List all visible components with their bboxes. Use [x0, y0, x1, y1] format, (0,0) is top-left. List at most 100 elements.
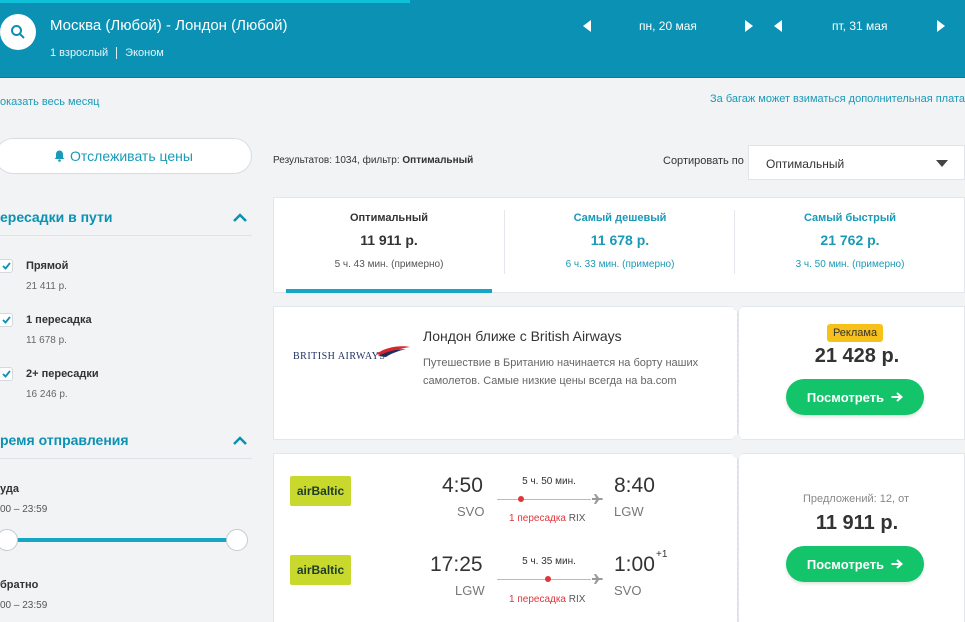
flight-view-button-label: Посмотреть — [806, 556, 885, 572]
show-month-link[interactable]: оказать весь месяц — [0, 96, 100, 108]
search-icon — [11, 25, 25, 39]
route-title[interactable]: Москва (Любой) - Лондон (Любой) — [50, 17, 288, 34]
sort-label: Сортировать по — [663, 155, 744, 167]
stops-one-checkbox[interactable] — [0, 313, 13, 327]
tab-fastest-label: Самый быстрый — [803, 212, 897, 224]
outbound-stops: 1 пересадка RIX — [509, 513, 585, 524]
tab-optimal[interactable]: Оптимальный 11 911 р. 5 ч. 43 мин. (прим… — [274, 198, 504, 293]
outbound-time-slider[interactable] — [0, 538, 236, 542]
plane-icon — [592, 574, 603, 584]
ad-card-main[interactable] — [273, 306, 738, 440]
outbound-route-line — [497, 499, 591, 500]
flight-card-main[interactable] — [273, 453, 738, 622]
day-shift-badge: +1 — [656, 549, 668, 560]
active-tab-indicator — [286, 289, 492, 293]
tab-cheapest[interactable]: Самый дешевый 11 678 р. 6 ч. 33 мин. (пр… — [505, 198, 735, 293]
tab-optimal-label: Оптимальный — [349, 212, 428, 224]
ad-title[interactable]: Лондон ближе с British Airways — [423, 328, 622, 344]
outbound-arrival-airport: LGW — [614, 504, 644, 519]
stops-two-plus-checkbox[interactable] — [0, 367, 13, 381]
outbound-via-airport: RIX — [568, 513, 586, 524]
stops-direct-checkbox[interactable] — [0, 259, 13, 273]
return-route-line — [497, 579, 591, 580]
passengers-count: 1 взрослый — [50, 47, 109, 59]
sort-dropdown-value: Оптимальный — [766, 157, 845, 171]
return-time-range: 00 – 23:59 — [0, 600, 48, 611]
divider — [0, 235, 252, 236]
tab-optimal-duration: 5 ч. 43 мин. (примерно) — [334, 259, 444, 270]
tab-fastest-price: 21 762 р. — [820, 232, 880, 248]
tab-fastest[interactable]: Самый быстрый 21 762 р. 3 ч. 50 мин. (пр… — [735, 198, 965, 293]
outbound-departure-airport: SVO — [457, 504, 485, 519]
date-back[interactable]: пт, 31 мая — [832, 19, 888, 33]
checkmark-icon — [1, 316, 11, 324]
stops-filter-title[interactable]: ересадки в пути — [0, 209, 113, 225]
flight-card-price-panel — [738, 453, 965, 622]
british-airways-logo: BRITISH AIRWAYS — [293, 345, 413, 365]
tab-fastest-duration: 3 ч. 50 мин. (примерно) — [795, 259, 905, 270]
ticket-notch — [732, 435, 742, 445]
return-stops-count: 1 пересадка — [509, 594, 566, 605]
outbound-departure-time: 4:50 — [442, 474, 483, 497]
results-count: Результатов: 1034, фильтр: Оптимальный — [273, 155, 473, 166]
checkmark-icon — [1, 370, 11, 378]
return-via-airport: RIX — [568, 594, 586, 605]
return-arrival-airport: SVO — [614, 583, 642, 598]
tab-optimal-price: 11 911 р. — [360, 232, 418, 248]
header-accent-stripe — [0, 0, 410, 3]
results-count-text: Результатов: 1034, фильтр: — [273, 155, 400, 166]
divider — [504, 210, 505, 274]
ticket-notch — [732, 448, 742, 458]
sort-tabs: Оптимальный 11 911 р. 5 ч. 43 мин. (прим… — [273, 197, 965, 293]
flight-price: 11 911 р. — [815, 512, 899, 534]
divider — [734, 210, 735, 274]
ad-description: Путешествие в Британию начинается на бор… — [423, 357, 699, 387]
stop-dot-icon — [518, 496, 524, 502]
stops-one-label[interactable]: 1 пересадка — [26, 314, 92, 326]
tab-cheapest-label: Самый дешевый — [573, 212, 667, 224]
outbound-slider-min-handle[interactable] — [0, 529, 18, 551]
airbaltic-logo: airBaltic — [290, 476, 351, 506]
track-prices-button[interactable]: Отслеживать цены — [0, 138, 252, 174]
date-back-next-button[interactable] — [934, 19, 948, 33]
date-out[interactable]: пн, 20 мая — [639, 19, 697, 33]
date-back-prev-button[interactable] — [771, 19, 785, 33]
ad-view-button-label: Посмотреть — [806, 389, 885, 405]
divider — [0, 458, 252, 459]
track-prices-label: Отслеживать цены — [70, 148, 193, 164]
ad-price: 21 428 р. — [814, 345, 900, 367]
stops-two-plus-label[interactable]: 2+ пересадки — [26, 368, 99, 380]
flight-view-button[interactable]: Посмотреть — [786, 546, 924, 582]
bell-icon — [54, 150, 65, 162]
arrow-right-icon — [891, 392, 904, 402]
stops-direct-price: 21 411 р. — [26, 281, 67, 292]
outbound-stops-count: 1 пересадка — [509, 513, 566, 524]
return-departure-time: 17:25 — [430, 553, 483, 576]
chevron-up-icon[interactable] — [233, 436, 247, 446]
ad-view-button[interactable]: Посмотреть — [786, 379, 924, 415]
departure-time-filter-title[interactable]: ремя отправления — [0, 432, 129, 448]
arrow-right-icon — [891, 559, 904, 569]
sort-dropdown[interactable]: Оптимальный — [748, 145, 965, 180]
return-stops: 1 пересадка RIX — [509, 594, 585, 605]
search-button[interactable] — [0, 14, 36, 50]
airbaltic-logo: airBaltic — [290, 555, 351, 585]
date-out-prev-button[interactable] — [580, 19, 594, 33]
chevron-up-icon[interactable] — [233, 213, 247, 223]
triangle-right-icon — [745, 20, 753, 32]
speedmarque-icon — [376, 346, 410, 357]
tab-cheapest-duration: 6 ч. 33 мин. (примерно) — [565, 259, 675, 270]
offers-count: Предложений: 12, от — [802, 493, 910, 505]
passenger-summary[interactable]: 1 взрослый Эконом — [50, 47, 164, 59]
stops-two-plus-price: 16 246 р. — [26, 389, 68, 400]
triangle-left-icon — [774, 20, 782, 32]
outbound-slider-max-handle[interactable] — [226, 529, 248, 551]
divider — [116, 47, 118, 59]
caret-down-icon — [936, 160, 948, 167]
triangle-left-icon — [583, 20, 591, 32]
stops-direct-label[interactable]: Прямой — [26, 260, 69, 272]
date-out-next-button[interactable] — [742, 19, 756, 33]
divider — [737, 314, 738, 432]
results-filter-value: Оптимальный — [402, 155, 474, 166]
baggage-fee-link[interactable]: За багаж может взиматься дополнительная … — [710, 93, 965, 105]
